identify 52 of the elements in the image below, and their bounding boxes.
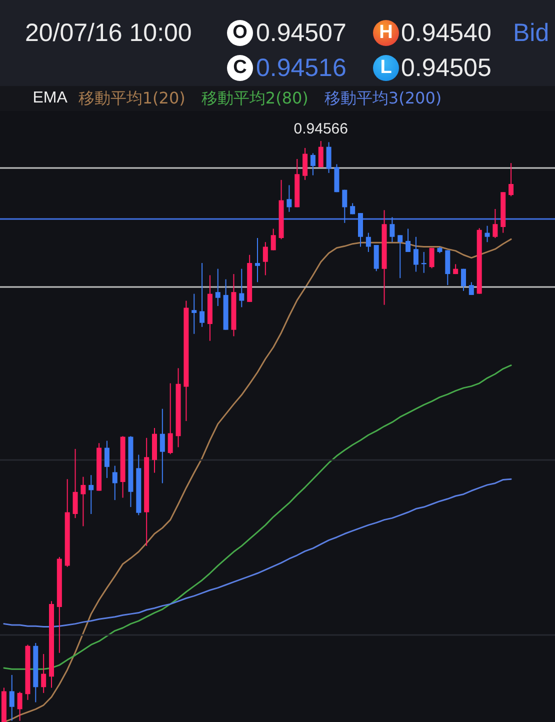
badge-icon: H xyxy=(373,20,399,46)
text: 0.94507 xyxy=(256,18,346,48)
candlestick xyxy=(342,189,348,224)
badge-icon: O xyxy=(227,20,253,46)
text: 20/07/16 10:00 xyxy=(25,18,192,48)
candlestick xyxy=(286,184,292,212)
candlestick xyxy=(413,236,418,272)
badge-icon: L xyxy=(373,55,399,81)
text: 0.94505 xyxy=(401,53,492,83)
text: Bid xyxy=(513,18,550,48)
candlestick xyxy=(239,268,244,308)
candlestick xyxy=(461,268,466,292)
candlestick xyxy=(192,293,197,334)
text: 0.94540 xyxy=(401,18,492,48)
candlestick xyxy=(200,262,205,328)
candlestick xyxy=(358,212,363,248)
candlestick xyxy=(270,228,276,251)
candlestick xyxy=(88,474,94,514)
candlestick xyxy=(484,225,490,243)
candlestick xyxy=(80,476,86,527)
candlestick xyxy=(366,232,371,252)
candlestick xyxy=(9,674,14,722)
candlestick xyxy=(326,142,332,174)
candlestick xyxy=(168,382,173,455)
candlestick xyxy=(215,268,220,307)
candlestick xyxy=(255,238,260,283)
candlestick xyxy=(508,162,514,197)
annotation: 0.94566 xyxy=(294,120,348,138)
candlestick xyxy=(429,247,434,269)
candlestick xyxy=(492,208,498,239)
candlestick xyxy=(310,152,316,176)
text: 0.94516 xyxy=(256,53,346,83)
candlestick xyxy=(390,216,395,243)
candlestick xyxy=(468,282,474,296)
candlestick xyxy=(112,465,118,501)
text: 移動平均2(80) xyxy=(201,88,308,108)
candlestick xyxy=(160,408,165,484)
legend-label: 移動平均3(200) xyxy=(324,88,442,108)
candlestick xyxy=(41,654,46,694)
text: 移動平均1(20) xyxy=(78,88,186,108)
candlestick xyxy=(406,228,411,252)
candlestick xyxy=(104,440,110,478)
badge-icon: C xyxy=(227,55,253,81)
candlestick xyxy=(445,250,450,286)
candlestick xyxy=(17,691,22,722)
candlestick xyxy=(398,234,403,279)
candlestick xyxy=(72,448,78,519)
candlestick xyxy=(302,147,308,180)
candlestick xyxy=(318,140,324,168)
legend-title: EMA xyxy=(32,90,68,106)
candlestick xyxy=(262,242,268,276)
candlestick xyxy=(374,244,379,272)
